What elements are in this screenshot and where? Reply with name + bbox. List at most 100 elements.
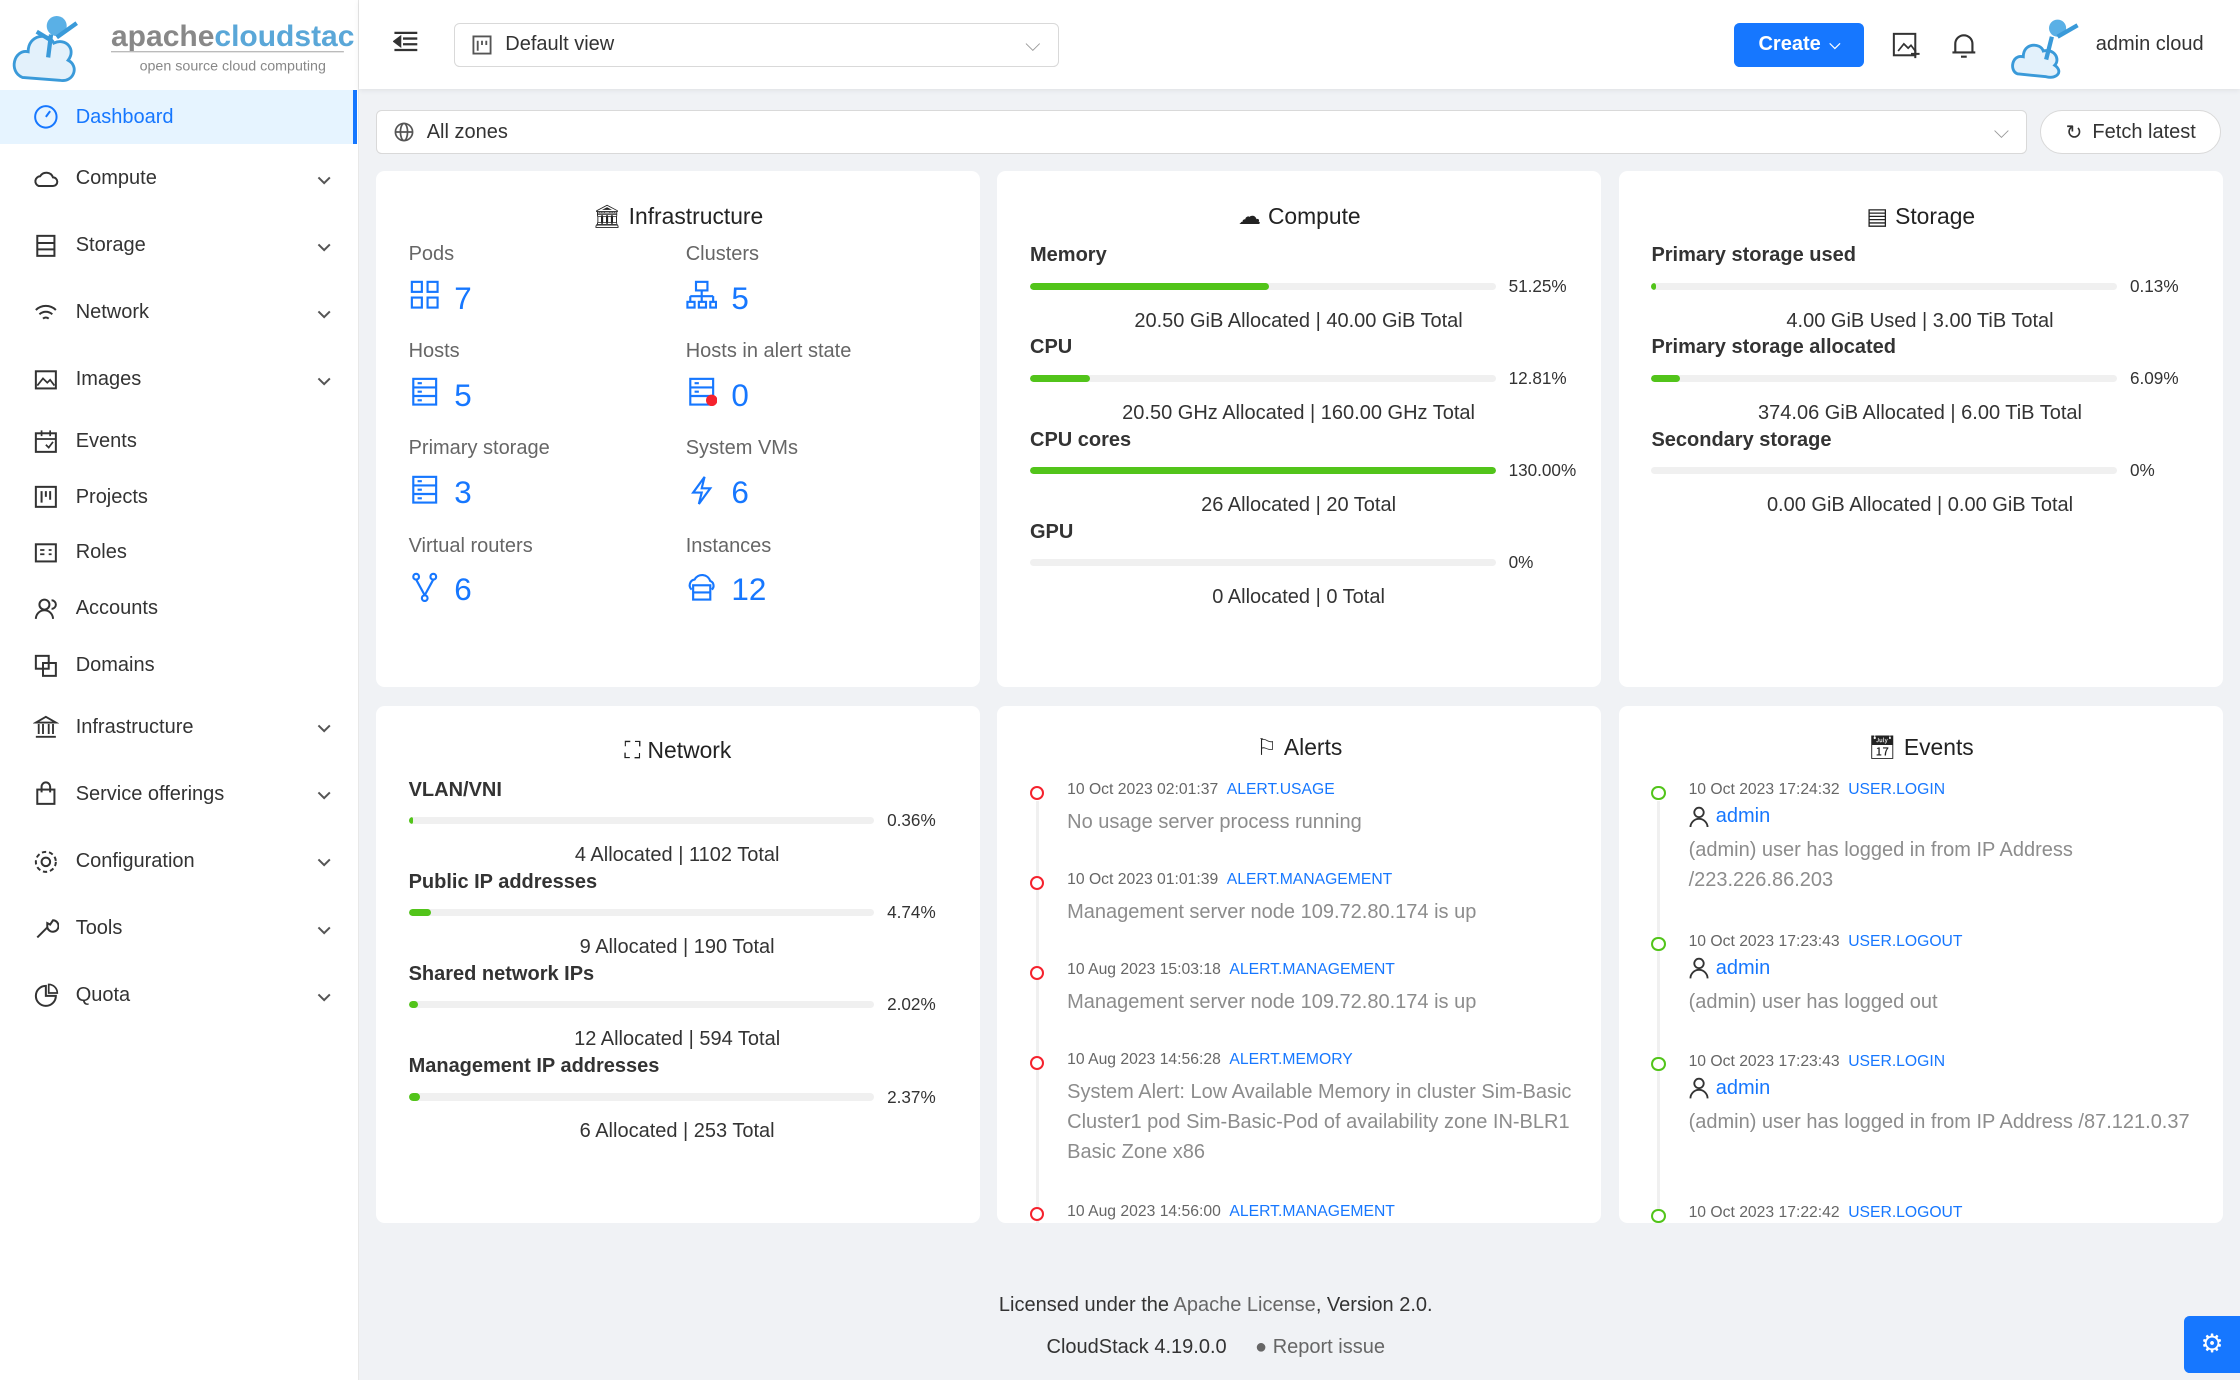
project-add-icon[interactable] [1891, 31, 1921, 66]
cloudstack-logo-icon: apachecloudstack open source cloud compu… [13, 15, 372, 82]
sidebar-item-tools[interactable]: Tools [0, 900, 357, 957]
bell-icon[interactable] [1951, 31, 1977, 66]
report-issue-link[interactable]: ● Report issue [1255, 1336, 1385, 1358]
sidebar-item-domains[interactable]: Domains [0, 637, 357, 694]
infrastructure-card: 🏛︎ Infrastructure Pods 7 Clusters 5 Hosts… [375, 171, 981, 688]
sidebar-item-service-offerings[interactable]: Service offerings [0, 766, 357, 823]
progress-bar [1030, 559, 1496, 567]
infra-stat-label: Instances [685, 534, 772, 557]
sidebar-item-accounts[interactable]: Accounts [0, 580, 357, 637]
timeline-type[interactable]: ALERT.USAGE [1226, 781, 1335, 799]
chevron-down-icon: ⌵ [1993, 121, 2010, 143]
view-select[interactable]: Default view ⌵ [454, 22, 1059, 68]
timeline-type[interactable]: USER.LOGIN [1848, 1052, 1946, 1070]
compute-card: ☁︎ Compute Memory 51.25% 20.50 GiB Alloca… [997, 171, 1602, 688]
sidebar-item-label: Infrastructure [75, 715, 194, 738]
infra-stat[interactable]: Instances 12 [686, 535, 952, 612]
timeline-type[interactable]: ALERT.MEMORY [1229, 1051, 1353, 1069]
resource-summary: 0 Allocated | 0 Total [1212, 586, 1385, 609]
timeline-dot [1651, 937, 1666, 952]
sidebar-item-projects[interactable]: Projects [0, 469, 357, 526]
timeline-text: Management server node 109.72.80.174 is … [1067, 900, 1477, 923]
sidebar-item-infrastructure[interactable]: Infrastructure [0, 699, 357, 756]
menu-fold-icon[interactable] [392, 30, 419, 59]
fetch-latest-button[interactable]: ↻ Fetch latest [2040, 110, 2222, 155]
infra-stat[interactable]: Clusters 5 [686, 243, 952, 320]
infra-stat-label: Virtual routers [408, 534, 533, 557]
timeline-time: 10 Oct 2023 17:24:32 [1688, 781, 1840, 799]
sidebar-item-network[interactable]: Network [0, 284, 357, 341]
cluster-icon: ⛶ [624, 737, 641, 764]
infra-stat[interactable]: System VMs 6 [686, 437, 952, 514]
infra-stat[interactable]: Hosts in alert state 0 [686, 340, 952, 417]
resource-name: Public IP addresses [408, 870, 598, 893]
timeline-text: (admin) user has logged in from IP Addre… [1688, 1110, 2190, 1133]
chevron-down-icon [317, 169, 331, 192]
timeline-item: 10 Oct 2023 01:01:39 ALERT.MANAGEMENT Man… [1030, 871, 1580, 985]
infra-stat-label: System VMs [685, 437, 798, 460]
progress-fill [1030, 467, 1496, 475]
timeline-type[interactable]: ALERT.MANAGEMENT [1226, 871, 1393, 889]
sidebar-item-images[interactable]: Images [0, 351, 357, 408]
event-user[interactable]: admin [1689, 1077, 2202, 1100]
card-title: Alerts [1283, 734, 1343, 761]
logo[interactable]: apachecloudstack open source cloud compu… [11, 6, 372, 86]
progress-bar [408, 817, 875, 825]
sidebar-item-dashboard[interactable]: Dashboard [0, 90, 358, 145]
resource-percent: 0.13% [2130, 275, 2179, 296]
infra-stat[interactable]: Hosts 5 [409, 340, 686, 417]
settings-button[interactable]: ⚙ [2184, 1315, 2240, 1373]
timeline-type[interactable]: ALERT.MANAGEMENT [1229, 1202, 1395, 1220]
event-user[interactable]: admin [1689, 805, 2202, 828]
sidebar-item-events[interactable]: Events [0, 413, 357, 470]
timeline-type[interactable]: USER.LOGOUT [1848, 1204, 1963, 1222]
pie-chart-icon [31, 981, 60, 1010]
infra-stat[interactable]: Pods 7 [409, 243, 686, 320]
infra-stat-label: Hosts [408, 340, 460, 363]
timeline-line [1035, 891, 1039, 985]
resource-name: CPU cores [1030, 428, 1132, 451]
zone-select[interactable]: All zones ⌵ [375, 110, 2028, 155]
gear-icon: ⚙ [2200, 1330, 2224, 1359]
sidebar-item-roles[interactable]: Roles [0, 524, 357, 581]
timeline-text: (admin) user has logged out [1688, 990, 1938, 1013]
create-button[interactable]: Create ⌵ [1734, 22, 1865, 68]
card-title: Infrastructure [628, 202, 764, 229]
resource-summary: 12 Allocated | 594 Total [574, 1028, 781, 1051]
timeline-item: 10 Oct 2023 17:24:32 USER.LOGIN admin (ad… [1651, 781, 2202, 956]
progress-fill [1651, 374, 1680, 383]
timeline-line [1035, 1071, 1039, 1223]
progress-bar [1651, 374, 2118, 383]
timeline-dot [1030, 1207, 1045, 1222]
sidebar-item-storage[interactable]: Storage [0, 217, 357, 274]
sidebar-item-label: Quota [75, 984, 131, 1007]
database-icon [409, 474, 440, 513]
timeline-type[interactable]: USER.LOGOUT [1848, 932, 1963, 950]
progress-fill [408, 817, 413, 825]
user-avatar[interactable] [2009, 11, 2089, 80]
sidebar-item-compute[interactable]: Compute [0, 150, 357, 207]
timeline-type[interactable]: USER.LOGIN [1848, 781, 1946, 799]
sidebar-item-quota[interactable]: Quota [0, 967, 357, 1024]
timeline-line [1035, 801, 1039, 895]
chevron-down-icon [317, 717, 331, 740]
event-user[interactable]: admin [1689, 957, 2202, 980]
events-card: 📅︎ Events 10 Oct 2023 17:24:32 USER.LOGIN … [1618, 705, 2223, 1223]
progress-bar [1651, 467, 2118, 475]
timeline-type[interactable]: ALERT.MANAGEMENT [1229, 961, 1395, 979]
sidebar-item-label: Network [75, 301, 150, 324]
fork-icon [409, 571, 440, 610]
license-link[interactable]: Apache License [1173, 1294, 1316, 1317]
user-name[interactable]: admin cloud [2095, 32, 2204, 55]
project-icon [31, 483, 60, 512]
version-text: CloudStack 4.19.0.0 [1046, 1335, 1227, 1358]
resource-summary: 26 Allocated | 20 Total [1201, 493, 1397, 516]
sidebar-item-label: Events [75, 429, 137, 452]
timeline-item: 10 Oct 2023 17:23:43 USER.LOGIN admin (ad… [1651, 1052, 2202, 1223]
card-title: Storage [1895, 202, 1976, 229]
sidebar-item-configuration[interactable]: Configuration [0, 833, 357, 890]
resource-usage: VLAN/VNI 0.36% 4 Allocated | 1102 Total [408, 779, 966, 867]
infra-stat[interactable]: Virtual routers 6 [409, 535, 686, 612]
resource-percent: 12.81% [1508, 367, 1567, 388]
infra-stat[interactable]: Primary storage 3 [409, 437, 686, 514]
